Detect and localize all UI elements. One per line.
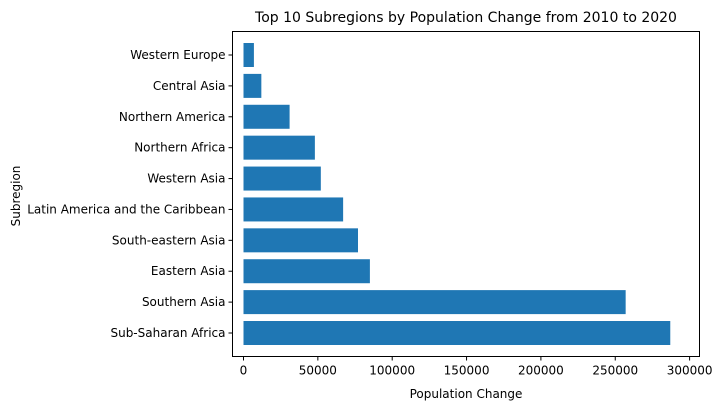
y-tick-label: Latin America and the Caribbean [27,202,225,216]
y-tick-label: Northern Africa [134,141,225,155]
y-tick-label: Southern Asia [142,295,226,309]
x-tick-label: 250000 [592,364,638,378]
plot-frame [232,31,700,357]
x-tick-label: 0 [240,364,248,378]
x-tick-label: 150000 [444,364,490,378]
bar-eastern-asia [243,259,370,284]
x-tick-label: 200000 [518,364,564,378]
bar-western-asia [243,166,321,191]
y-tick-label: South-eastern Asia [112,233,226,247]
bar-central-asia [243,73,262,98]
x-axis-label: Population Change [410,387,523,401]
x-tick-label: 50000 [299,364,337,378]
y-tick-label: Sub-Saharan Africa [110,326,225,340]
y-tick-label: Northern America [119,110,226,124]
bar-sub-saharan-africa [243,321,671,345]
plot-area: Sub-Saharan Africa Southern Asia Eastern A… [27,43,713,378]
bar-northern-america [243,104,290,129]
y-axis-label: Subregion [9,166,23,227]
bar-northern-africa [243,135,315,160]
y-tick-label: Eastern Asia [151,264,226,278]
x-tick-label: 100000 [369,364,415,378]
bar-southern-asia [243,290,626,315]
bar-western-europe [243,43,254,67]
x-tick-label: 300000 [667,364,713,378]
bar-latin-america-and-the-caribbean [243,197,344,222]
chart-title: Top 10 Subregions by Population Change f… [254,10,677,26]
bar-south-eastern-asia [243,228,358,253]
y-tick-label: Western Europe [130,48,225,62]
y-tick-label: Western Asia [147,172,225,186]
y-tick-label: Central Asia [153,79,226,93]
